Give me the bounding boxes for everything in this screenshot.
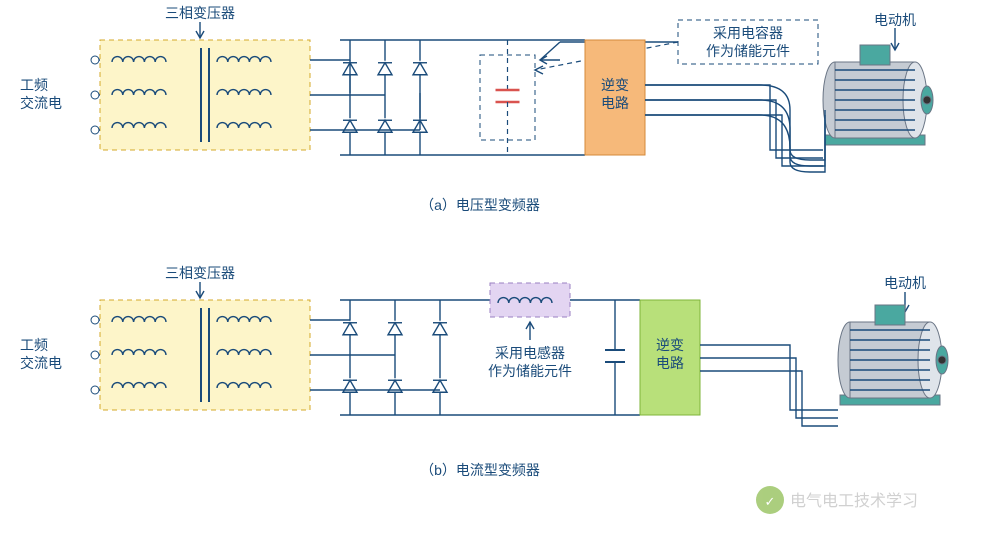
svg-text:三相变压器: 三相变压器 (165, 265, 235, 281)
svg-text:采用电容器: 采用电容器 (713, 25, 783, 41)
svg-text:交流电: 交流电 (20, 95, 62, 111)
svg-text:逆变: 逆变 (656, 337, 684, 353)
svg-text:电动机: 电动机 (884, 275, 926, 291)
svg-text:（b）电流型变频器: （b）电流型变频器 (420, 462, 540, 478)
diagram-a: 三相变压器工频交流电 采用电容器作为储能元件逆变电路 电动机 （a）电压型变频器 (20, 5, 933, 213)
svg-text:（a）电压型变频器: （a）电压型变频器 (420, 197, 540, 213)
svg-text:工频: 工频 (20, 77, 48, 93)
svg-text:电路: 电路 (656, 355, 684, 371)
svg-text:交流电: 交流电 (20, 355, 62, 371)
svg-text:三相变压器: 三相变压器 (165, 5, 235, 21)
svg-text:作为储能元件: 作为储能元件 (488, 363, 572, 379)
svg-text:工频: 工频 (20, 337, 48, 353)
svg-text:电动机: 电动机 (874, 12, 916, 28)
watermark: ✓ 电气电工技术学习 (756, 486, 918, 514)
svg-text:逆变: 逆变 (601, 77, 629, 93)
svg-text:作为储能元件: 作为储能元件 (706, 43, 790, 59)
svg-text:✓: ✓ (765, 494, 776, 509)
svg-text:电路: 电路 (601, 95, 629, 111)
svg-text:采用电感器: 采用电感器 (495, 345, 565, 361)
svg-text:电气电工技术学习: 电气电工技术学习 (790, 492, 918, 510)
diagram-b: 三相变压器工频交流电 采用电感器作为储能元件 逆变电路 电动机 （b）电流型变频器 (20, 265, 948, 478)
